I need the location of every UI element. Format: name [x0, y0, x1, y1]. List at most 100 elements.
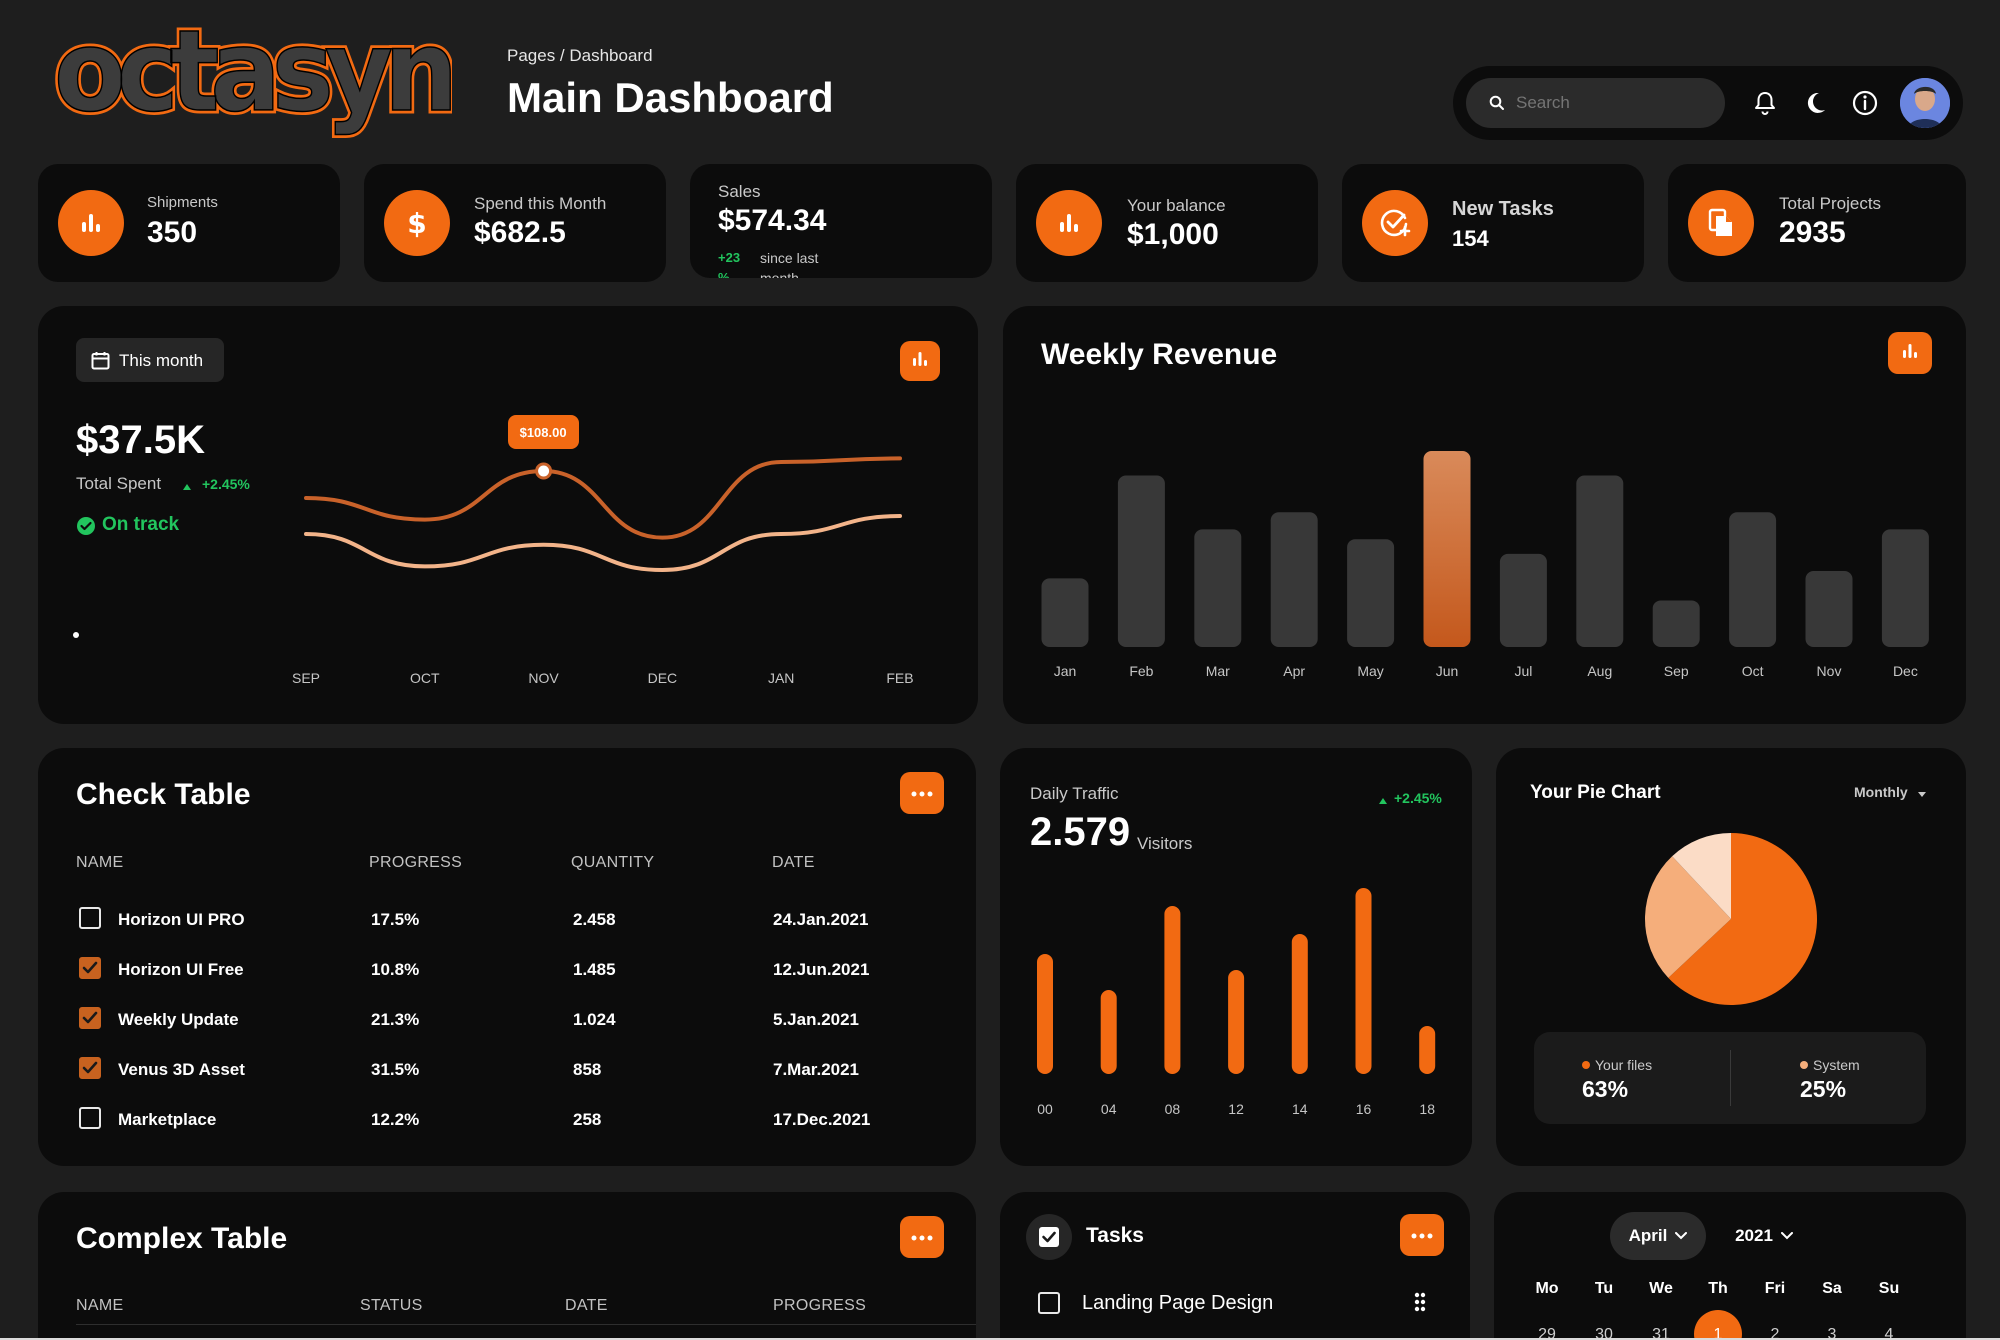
this-month-label: This month	[119, 351, 204, 370]
row-checkbox-checked[interactable]	[79, 957, 101, 979]
dark-mode-moon-icon[interactable]	[1803, 90, 1827, 121]
drag-handle-icon[interactable]	[1414, 1292, 1426, 1317]
brand-logo: octasyn octasyn	[51, 4, 464, 148]
stat-value: 154	[1452, 226, 1489, 251]
row-checkbox-checked[interactable]	[79, 1007, 101, 1029]
row-date: 5.Jan.2021	[773, 1010, 860, 1029]
check-table-card: Check Table NAME PROGRESS QUANTITY DATE …	[38, 748, 976, 1166]
stat-value: $574.34	[718, 204, 827, 237]
x-tick-label: 00	[1037, 1101, 1053, 1117]
traffic-bar-04	[1100, 990, 1117, 1074]
weekly-revenue-title: Weekly Revenue	[1041, 338, 1278, 371]
legend-divider	[1730, 1050, 1731, 1106]
caret-down-icon	[1918, 784, 1927, 802]
stat-card-balance: Your balance $1,000	[1016, 164, 1318, 282]
task-checkbox[interactable]	[1038, 1292, 1060, 1314]
row-name: Horizon UI PRO	[118, 910, 245, 929]
total-spent-card: This month $37.5K Total Spent +2.45% On …	[38, 306, 978, 724]
traffic-bar-14	[1291, 934, 1308, 1074]
avatar[interactable]	[1900, 78, 1950, 128]
legend-value: 25%	[1800, 1076, 1847, 1102]
header-divider	[76, 1324, 976, 1325]
traffic-bar-16	[1355, 888, 1372, 1074]
breadcrumb[interactable]: Pages / Dashboard	[507, 46, 653, 65]
stat-card-new-tasks: New Tasks 154	[1342, 164, 1644, 282]
stat-delta-tail: %	[718, 270, 730, 278]
calendar-day[interactable]: 2	[1770, 1326, 1780, 1340]
stat-label: Sales	[718, 182, 761, 201]
row-quantity: 1.024	[573, 1010, 616, 1029]
more-horizontal-icon	[911, 784, 933, 802]
calendar-day[interactable]: 29	[1538, 1326, 1556, 1340]
x-tick-label: FEB	[886, 670, 913, 686]
x-tick-label: 14	[1292, 1101, 1308, 1117]
stat-label: Your balance	[1127, 196, 1226, 215]
calendar-day[interactable]: 3	[1827, 1326, 1837, 1340]
chevron-down-icon	[1675, 1227, 1688, 1245]
column-header-progress: PROGRESS	[773, 1297, 867, 1314]
check-table-menu-button[interactable]	[900, 772, 944, 814]
weekly-revenue-options-button[interactable]	[1888, 332, 1932, 374]
year-select[interactable]: 2021	[1716, 1212, 1812, 1260]
calendar-day[interactable]: 30	[1595, 1326, 1613, 1340]
row-progress: 17.5%	[371, 910, 420, 929]
bar-chart-icon	[911, 351, 929, 372]
pie-slice-1	[1668, 833, 1817, 1005]
calendar-day[interactable]: 4	[1884, 1326, 1894, 1340]
year-select-value: 2021	[1735, 1226, 1773, 1245]
legend-label: System	[1813, 1056, 1860, 1073]
weekday-sa: Sa	[1822, 1280, 1842, 1297]
notification-bell-icon[interactable]	[1753, 90, 1777, 121]
bar-nov	[1805, 571, 1853, 647]
bar-dec	[1881, 529, 1929, 647]
legend-value: 63%	[1582, 1076, 1629, 1102]
trend-up-icon	[182, 478, 192, 496]
search-box[interactable]	[1466, 78, 1725, 128]
svg-text:octasyn: octasyn	[54, 18, 450, 137]
complex-table-menu-button[interactable]	[900, 1216, 944, 1258]
daily-traffic-card: Daily Traffic +2.45% 2.579 Visitors 00 04…	[1000, 748, 1472, 1166]
x-tick-label: 12	[1228, 1101, 1244, 1117]
pie-chart-title: Your Pie Chart	[1530, 782, 1661, 803]
highlight-point	[535, 462, 553, 480]
calendar-day-selected[interactable]: 1	[1694, 1310, 1742, 1340]
task-add-icon	[1362, 190, 1428, 256]
tasks-menu-button[interactable]	[1400, 1214, 1444, 1256]
search-input[interactable]	[1516, 91, 1706, 115]
x-tick-label: DEC	[648, 670, 678, 686]
info-icon[interactable]	[1851, 89, 1879, 122]
total-spent-label: Total Spent	[76, 474, 162, 493]
row-quantity: 1.485	[573, 960, 616, 979]
period-dropdown[interactable]: Monthly	[1854, 784, 1927, 804]
chart-options-button[interactable]	[900, 341, 940, 381]
daily-traffic-delta: +2.45%	[1394, 790, 1442, 806]
month-select[interactable]: April	[1610, 1212, 1706, 1260]
row-progress: 12.2%	[371, 1110, 420, 1129]
this-month-button[interactable]: This month	[76, 338, 224, 382]
calendar-icon	[91, 351, 110, 375]
dollar-icon: $	[384, 190, 450, 256]
row-checkbox[interactable]	[79, 1107, 101, 1129]
stat-since-tail: month	[760, 270, 799, 278]
row-checkbox[interactable]	[79, 907, 101, 929]
row-date: 12.Jun.2021	[773, 960, 870, 979]
line-chart-tooltip: $108.00	[507, 415, 579, 449]
x-tick-label: 04	[1101, 1101, 1117, 1117]
tasks-check-icon	[1026, 1214, 1072, 1260]
stat-value: $682.5	[474, 216, 566, 249]
trend-up-icon	[1378, 792, 1388, 810]
complex-table-card: Complex Table NAME STATUS DATE PROGRESS	[38, 1192, 976, 1340]
pie-slice-3	[1672, 833, 1731, 919]
stat-label: Shipments	[147, 194, 218, 211]
traffic-bar-12	[1228, 970, 1245, 1074]
bar-chart-icon	[58, 190, 124, 256]
stat-since: since last	[760, 250, 819, 266]
x-tick-label: JAN	[768, 670, 794, 686]
calendar-day[interactable]: 31	[1652, 1326, 1670, 1340]
legend-dot	[1582, 1060, 1590, 1069]
legend-item-your-files: Your files 63%	[1582, 1056, 1652, 1103]
stat-label: Total Projects	[1779, 194, 1882, 213]
x-tick-label: Jun	[1436, 663, 1459, 679]
row-name: Marketplace	[118, 1110, 217, 1129]
row-checkbox-checked[interactable]	[79, 1057, 101, 1079]
